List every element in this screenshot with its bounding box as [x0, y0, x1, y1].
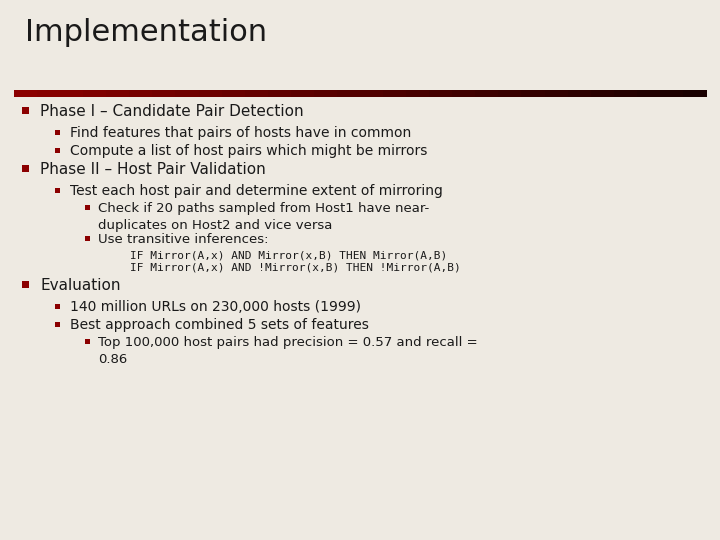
Text: Use transitive inferences:: Use transitive inferences:	[98, 233, 269, 246]
Bar	[613, 90, 638, 97]
Text: duplicates on Host2 and vice versa: duplicates on Host2 and vice versa	[98, 219, 333, 232]
Bar	[55, 304, 60, 309]
Bar	[176, 90, 199, 97]
Bar	[314, 90, 338, 97]
Bar	[337, 90, 361, 97]
Bar	[22, 281, 29, 288]
Bar	[291, 90, 315, 97]
Bar	[199, 90, 222, 97]
Bar	[84, 90, 107, 97]
Bar	[222, 90, 246, 97]
Bar	[55, 148, 60, 153]
Bar	[153, 90, 176, 97]
Text: 140 million URLs on 230,000 hosts (1999): 140 million URLs on 230,000 hosts (1999)	[70, 300, 361, 314]
Text: Find features that pairs of hosts have in common: Find features that pairs of hosts have i…	[70, 126, 411, 140]
Bar	[55, 188, 60, 193]
Bar	[452, 90, 477, 97]
Bar	[268, 90, 292, 97]
Bar	[85, 339, 90, 344]
Bar	[55, 322, 60, 327]
Bar	[55, 130, 60, 135]
Bar	[636, 90, 661, 97]
Text: Implementation: Implementation	[25, 18, 267, 47]
Bar	[521, 90, 546, 97]
Bar	[37, 90, 61, 97]
Text: IF Mirror(A,x) AND Mirror(x,B) THEN Mirror(A,B): IF Mirror(A,x) AND Mirror(x,B) THEN Mirr…	[130, 250, 447, 260]
Bar	[245, 90, 269, 97]
Bar	[590, 90, 615, 97]
Text: IF Mirror(A,x) AND !Mirror(x,B) THEN !Mirror(A,B): IF Mirror(A,x) AND !Mirror(x,B) THEN !Mi…	[130, 262, 461, 272]
Bar	[683, 90, 707, 97]
Bar	[130, 90, 153, 97]
Text: Compute a list of host pairs which might be mirrors: Compute a list of host pairs which might…	[70, 144, 428, 158]
Bar	[544, 90, 569, 97]
Bar	[107, 90, 130, 97]
Text: Evaluation: Evaluation	[40, 278, 120, 293]
Text: Phase I – Candidate Pair Detection: Phase I – Candidate Pair Detection	[40, 104, 304, 119]
Bar	[22, 165, 29, 172]
Bar	[383, 90, 407, 97]
Bar	[475, 90, 500, 97]
Bar	[567, 90, 592, 97]
Bar	[60, 90, 84, 97]
Text: Top 100,000 host pairs had precision = 0.57 and recall =: Top 100,000 host pairs had precision = 0…	[98, 336, 477, 349]
Bar	[429, 90, 454, 97]
Bar	[85, 205, 90, 210]
Bar	[22, 107, 29, 114]
Bar	[660, 90, 684, 97]
Bar	[406, 90, 431, 97]
Bar	[85, 236, 90, 241]
Bar	[498, 90, 523, 97]
Text: Test each host pair and determine extent of mirroring: Test each host pair and determine extent…	[70, 184, 443, 198]
Text: Phase II – Host Pair Validation: Phase II – Host Pair Validation	[40, 162, 266, 177]
Bar	[360, 90, 384, 97]
Text: Best approach combined 5 sets of features: Best approach combined 5 sets of feature…	[70, 318, 369, 332]
Text: 0.86: 0.86	[98, 353, 127, 366]
Text: Check if 20 paths sampled from Host1 have near-: Check if 20 paths sampled from Host1 hav…	[98, 202, 429, 215]
Bar	[14, 90, 38, 97]
